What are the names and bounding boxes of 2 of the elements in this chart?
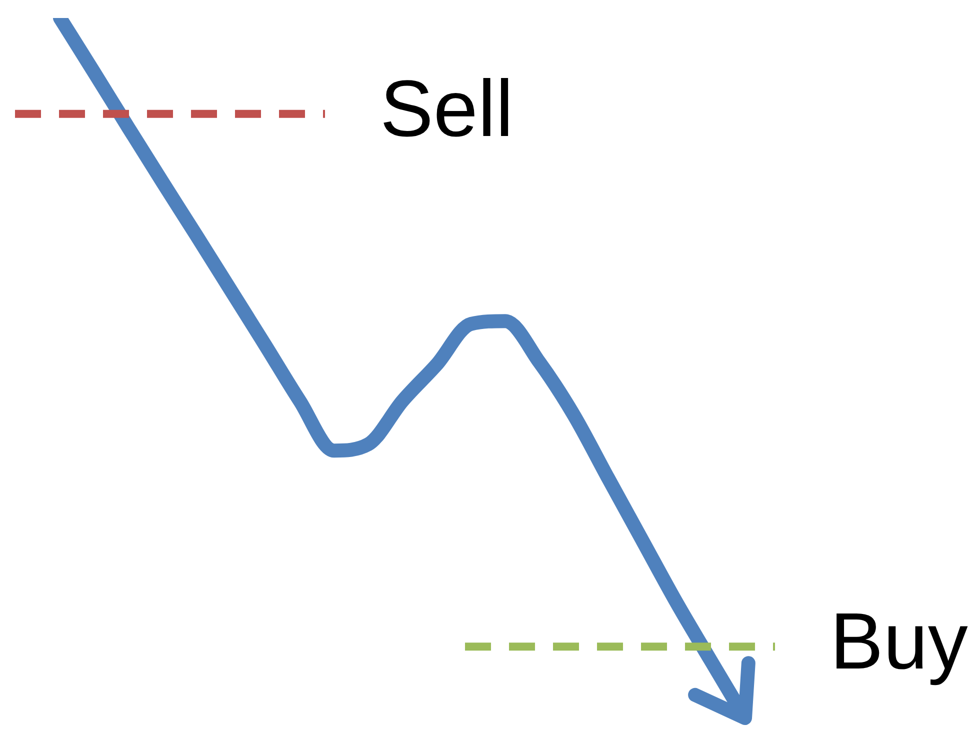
- ref-line-label: Sell: [380, 64, 514, 153]
- ref-line-label: Buy: [830, 596, 968, 686]
